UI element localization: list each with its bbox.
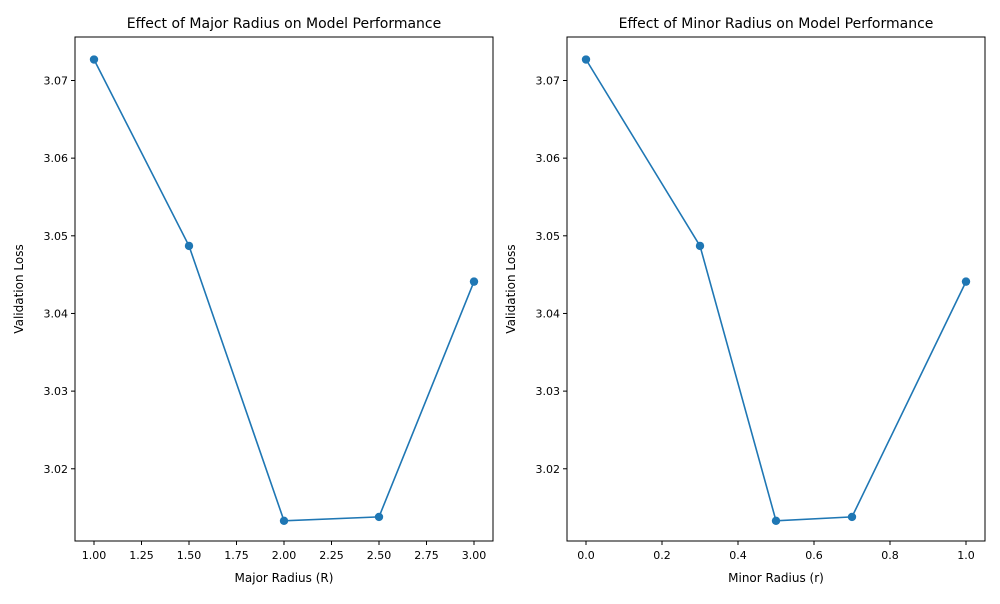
y-axis-label: Validation Loss bbox=[504, 244, 518, 333]
data-point bbox=[89, 55, 99, 64]
x-tick-label: 3.00 bbox=[462, 549, 487, 562]
y-tick-label: 3.03 bbox=[44, 385, 69, 398]
y-tick-label: 3.02 bbox=[536, 463, 561, 476]
data-point bbox=[771, 516, 781, 526]
y-tick-label: 3.07 bbox=[536, 74, 561, 87]
data-point bbox=[374, 512, 384, 522]
data-point bbox=[581, 55, 591, 64]
x-tick-label: 2.00 bbox=[272, 549, 297, 562]
x-tick-label: 1.0 bbox=[957, 549, 975, 562]
subplot-2: 0.0 0.2 0.4 0.6 0.8 1.0 3.02 3.03 3.04 3.05 3.06 3.… bbox=[504, 16, 986, 585]
y-axis-label: Validation Loss bbox=[12, 244, 26, 333]
data-point bbox=[279, 516, 289, 526]
y-tick-label: 3.06 bbox=[44, 152, 69, 165]
data-point bbox=[961, 277, 971, 286]
x-tick-label: 1.50 bbox=[177, 549, 202, 562]
x-tick-label: 0.8 bbox=[881, 549, 899, 562]
chart-title: Effect of Major Radius on Model Performa… bbox=[127, 16, 442, 32]
y-tick-label: 3.02 bbox=[44, 463, 69, 476]
subplot-1: 1.00 1.25 1.50 1.75 2.00 2.25 2.50 2.75 3.00 3.02… bbox=[12, 16, 494, 585]
x-tick-label: 1.00 bbox=[82, 549, 107, 562]
x-tick-label: 0.4 bbox=[729, 549, 747, 562]
x-tick-label: 2.75 bbox=[414, 549, 439, 562]
data-point bbox=[184, 241, 194, 251]
x-tick-label: 2.25 bbox=[319, 549, 344, 562]
data-point bbox=[847, 512, 857, 522]
x-tick-label: 0.0 bbox=[577, 549, 595, 562]
y-tick-label: 3.05 bbox=[44, 230, 69, 243]
x-axis-label: Minor Radius (r) bbox=[728, 571, 824, 585]
y-tick-label: 3.06 bbox=[536, 152, 561, 165]
y-tick-label: 3.03 bbox=[536, 385, 561, 398]
x-axis-label: Major Radius (R) bbox=[235, 571, 334, 585]
x-tick-label: 1.25 bbox=[129, 549, 154, 562]
x-tick-label: 0.6 bbox=[805, 549, 823, 562]
y-tick-label: 3.04 bbox=[536, 307, 561, 320]
y-tick-label: 3.07 bbox=[44, 74, 69, 87]
y-tick-label: 3.05 bbox=[536, 230, 561, 243]
x-tick-label: 2.50 bbox=[367, 549, 392, 562]
axes-frame bbox=[566, 36, 986, 542]
data-point bbox=[695, 241, 705, 251]
chart-title: Effect of Minor Radius on Model Performa… bbox=[619, 16, 934, 32]
y-tick-label: 3.04 bbox=[44, 307, 69, 320]
x-tick-label: 0.2 bbox=[653, 549, 671, 562]
x-tick-label: 1.75 bbox=[224, 549, 249, 562]
data-point bbox=[469, 277, 479, 286]
